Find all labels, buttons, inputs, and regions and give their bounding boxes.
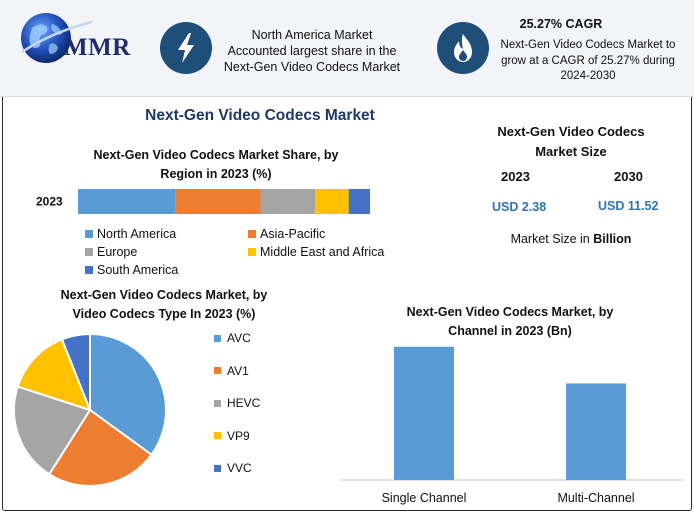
- legend-label: VVC: [227, 461, 252, 475]
- market-region-text: North America Market Accounted largest s…: [223, 28, 401, 74]
- market-size-title: Next-Gen Video Codecs Market Size: [497, 124, 645, 159]
- lightning-icon: [178, 33, 194, 63]
- legend-swatch: [214, 367, 221, 374]
- legend-swatch: [214, 399, 221, 407]
- region-legend-item-north-america: North America: [85, 227, 176, 241]
- pie-legend-item-vvc: VVC: [214, 461, 252, 475]
- market-size-value-2030: USD 11.52: [598, 199, 659, 213]
- cagr-text: Next-Gen Video Codecs Market to grow at …: [500, 39, 676, 82]
- flame-icon: [454, 34, 472, 62]
- cagr-title: 25.27% CAGR: [519, 17, 603, 31]
- legend-label: Europe: [97, 245, 138, 259]
- legend-label: AVC: [227, 331, 251, 345]
- pie-legend-item-avc: AVC: [214, 331, 251, 345]
- market-size-unit: Market Size in Billion: [510, 232, 632, 246]
- channel-chart-title: Next-Gen Video Codecs Market, by Channel…: [406, 305, 614, 338]
- logo-text: MMR: [64, 34, 131, 61]
- region-chart-title: Next-Gen Video Codecs Market Share, by R…: [93, 148, 339, 181]
- region-legend-item-middle-east-and-africa: Middle East and Africa: [248, 245, 384, 259]
- main-title: Next-Gen Video Codecs Market: [145, 107, 375, 124]
- legend-swatch: [248, 230, 256, 238]
- legend-swatch: [85, 248, 93, 256]
- legend-label: VP9: [227, 428, 250, 443]
- lightning-badge: [160, 22, 212, 74]
- market-size-year-2030: 2030: [614, 169, 643, 184]
- legend-label: Asia-Pacific: [260, 227, 326, 241]
- legend-swatch: [214, 432, 221, 439]
- legend-swatch: [85, 230, 93, 238]
- legend-swatch: [214, 334, 221, 342]
- market-size-year-2023: 2023: [501, 169, 530, 184]
- flame-badge: [437, 22, 489, 74]
- legend-label: South America: [97, 263, 179, 277]
- market-size-value-2023: USD 2.38: [492, 200, 547, 214]
- region-legend-item-asia-pacific: Asia-Pacific: [248, 227, 325, 241]
- pie-legend-item-av1: AV1: [214, 364, 249, 378]
- codec-type-chart-title: Next-Gen Video Codecs Market, by Video C…: [60, 288, 268, 321]
- legend-label: AV1: [227, 363, 249, 378]
- pie-legend-item-vp9: VP9: [214, 429, 250, 443]
- legend-swatch: [214, 464, 221, 472]
- legend-swatch: [248, 248, 256, 256]
- region-legend-item-europe: Europe: [85, 245, 137, 259]
- legend-label: North America: [97, 227, 177, 241]
- region-legend-item-south-america: South America: [85, 263, 178, 277]
- mmr-logo-globe-icon: [21, 13, 93, 63]
- legend-swatch: [85, 266, 93, 274]
- legend-label: HEVC: [227, 396, 261, 410]
- header-banner: MMR North America Market Accounted large…: [0, 0, 694, 97]
- legend-label: Middle East and Africa: [260, 245, 385, 259]
- pie-legend-item-hevc: HEVC: [214, 396, 260, 410]
